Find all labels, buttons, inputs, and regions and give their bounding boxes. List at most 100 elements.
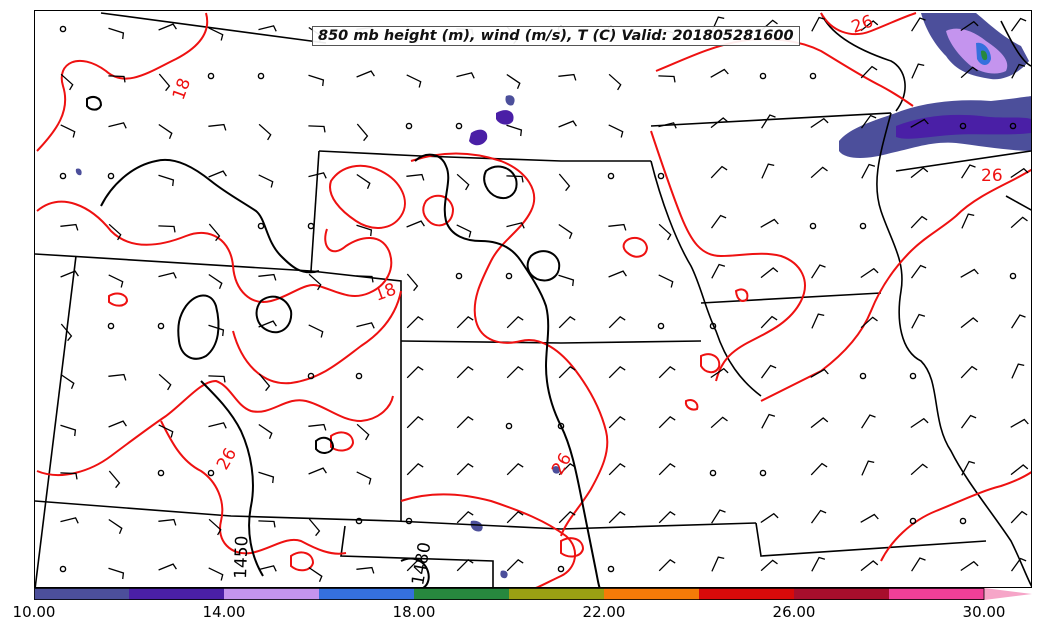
calm-wind-circle bbox=[759, 72, 767, 80]
wind-barb-icon bbox=[1010, 167, 1029, 179]
border-kansas-south bbox=[394, 520, 757, 530]
colorbar-segment bbox=[34, 588, 129, 600]
temp-contour-north-east bbox=[655, 38, 914, 107]
wind-barb-icon bbox=[158, 424, 174, 438]
calm-wind-circle bbox=[959, 517, 967, 525]
calm-wind-circle bbox=[157, 322, 165, 330]
wind-barb-icon bbox=[208, 273, 223, 290]
wind-barb-icon bbox=[811, 556, 826, 572]
wind-barb-icon bbox=[356, 173, 371, 190]
temp-contour-west-2 bbox=[36, 200, 393, 303]
wind-barb-icon bbox=[558, 315, 576, 329]
wind-barb-icon bbox=[456, 510, 474, 524]
wind-barb-icon bbox=[208, 375, 226, 383]
temp-contour-west bbox=[36, 12, 209, 152]
wind-barb-icon bbox=[108, 75, 126, 83]
calm-wind-circle bbox=[59, 565, 67, 573]
temp-contour-loop-7 bbox=[290, 551, 315, 572]
wind-barb-icon bbox=[1010, 510, 1028, 524]
wind-barb-icon bbox=[558, 73, 577, 81]
wind-barb-icon bbox=[308, 125, 326, 133]
colorbar-segment bbox=[414, 588, 509, 600]
wind-barb-icon bbox=[658, 75, 676, 83]
colorbar-tick-label-4: 26.00 bbox=[772, 603, 816, 621]
wind-barb-icon bbox=[710, 117, 729, 129]
wind-barb-icon bbox=[860, 114, 877, 129]
wind-barb-icon bbox=[258, 520, 276, 528]
wind-barb-icon bbox=[158, 373, 172, 391]
calm-wind-circle bbox=[1009, 272, 1017, 280]
wind-barb-icon bbox=[760, 218, 779, 228]
wind-barb-icon bbox=[910, 264, 927, 279]
wind-barb-icon bbox=[911, 17, 926, 32]
height-contour-north bbox=[100, 158, 320, 274]
calm-wind-circle bbox=[557, 565, 565, 573]
border-iowa-north bbox=[650, 112, 892, 127]
wind-barb-icon bbox=[158, 174, 175, 187]
wind-barb-icon bbox=[658, 274, 674, 288]
wind-barb-icon bbox=[60, 373, 75, 390]
wind-barb-icon bbox=[258, 423, 273, 440]
wind-barb-icon bbox=[1011, 63, 1026, 79]
wind-barb-icon bbox=[558, 510, 576, 524]
wind-barb-icon bbox=[710, 165, 728, 179]
border-great-lakes bbox=[820, 12, 1031, 112]
wind-barb-icon bbox=[308, 273, 322, 291]
wind-barb-icon bbox=[60, 517, 79, 524]
wind-barb-icon bbox=[108, 223, 122, 241]
temp-contour-south bbox=[36, 379, 394, 477]
wind-barb-icon bbox=[258, 320, 277, 328]
wind-barb-icon bbox=[760, 315, 778, 329]
wind-barb-icon bbox=[308, 423, 327, 431]
wind-barb-icon bbox=[861, 163, 876, 179]
wind-barb-icon bbox=[108, 470, 121, 489]
border-wyoming-colorado bbox=[35, 500, 396, 522]
wind-barb-icon bbox=[406, 74, 422, 88]
temp-contour-colorado bbox=[160, 420, 347, 555]
wind-barb-icon bbox=[811, 16, 826, 32]
border-wyoming-east bbox=[310, 150, 320, 272]
wind-barb-icon bbox=[308, 467, 327, 475]
shade-small-3 bbox=[552, 466, 561, 474]
wind-barb-icon bbox=[658, 510, 676, 524]
wind-barb-icon bbox=[456, 315, 474, 329]
wind-barb-icon bbox=[60, 73, 74, 91]
temp-label-3: 26 bbox=[981, 166, 1003, 186]
calm-wind-circle bbox=[859, 222, 867, 230]
wind-barb-icon bbox=[158, 225, 176, 233]
wind-barb-icon bbox=[558, 223, 573, 240]
wind-barb-icon bbox=[506, 73, 521, 90]
wind-barb-icon bbox=[910, 167, 929, 179]
temp-contour-east bbox=[880, 471, 1031, 562]
border-mississippi bbox=[876, 112, 1031, 587]
wind-barb-icon bbox=[406, 365, 424, 379]
temp-contour-loop-9 bbox=[734, 288, 749, 302]
wind-barb-icon bbox=[406, 558, 424, 572]
wind-barb-icon bbox=[608, 510, 626, 524]
wind-barb-icon bbox=[658, 558, 676, 572]
calm-wind-circle bbox=[257, 72, 265, 80]
colorbar-tick-label-2: 18.00 bbox=[392, 603, 436, 621]
wind-barb-icon bbox=[506, 222, 525, 229]
wind-barb-icon bbox=[108, 122, 127, 129]
wind-barb-icon bbox=[910, 417, 929, 429]
wind-barb-icon bbox=[658, 462, 676, 476]
wind-barb-icon bbox=[960, 268, 979, 278]
wind-barb-icon bbox=[960, 20, 979, 32]
wind-barb-icon bbox=[158, 563, 177, 571]
wind-barb-icon bbox=[1010, 216, 1028, 229]
wind-barb-icon bbox=[558, 274, 575, 287]
calm-wind-circle bbox=[107, 322, 115, 330]
wind-barb-icon bbox=[60, 223, 79, 231]
temp-contour-dakota-loop bbox=[329, 164, 406, 229]
shade-dakota-spot-2 bbox=[496, 110, 514, 125]
height-contour-loop-west bbox=[177, 294, 220, 360]
wind-barb-icon bbox=[108, 274, 124, 288]
temp-contour-loop-2 bbox=[422, 194, 455, 227]
temp-contour-kansas bbox=[400, 493, 576, 587]
wind-barb-icon bbox=[208, 567, 224, 581]
wind-barb-icon bbox=[258, 174, 274, 188]
map-panel: 18 18 26 26 26 26 1450 1480 850 mb heigh… bbox=[34, 10, 1032, 588]
colorbar-tick-label-0: 10.00 bbox=[12, 603, 56, 621]
border-wisconsin-michigan bbox=[895, 150, 1031, 172]
